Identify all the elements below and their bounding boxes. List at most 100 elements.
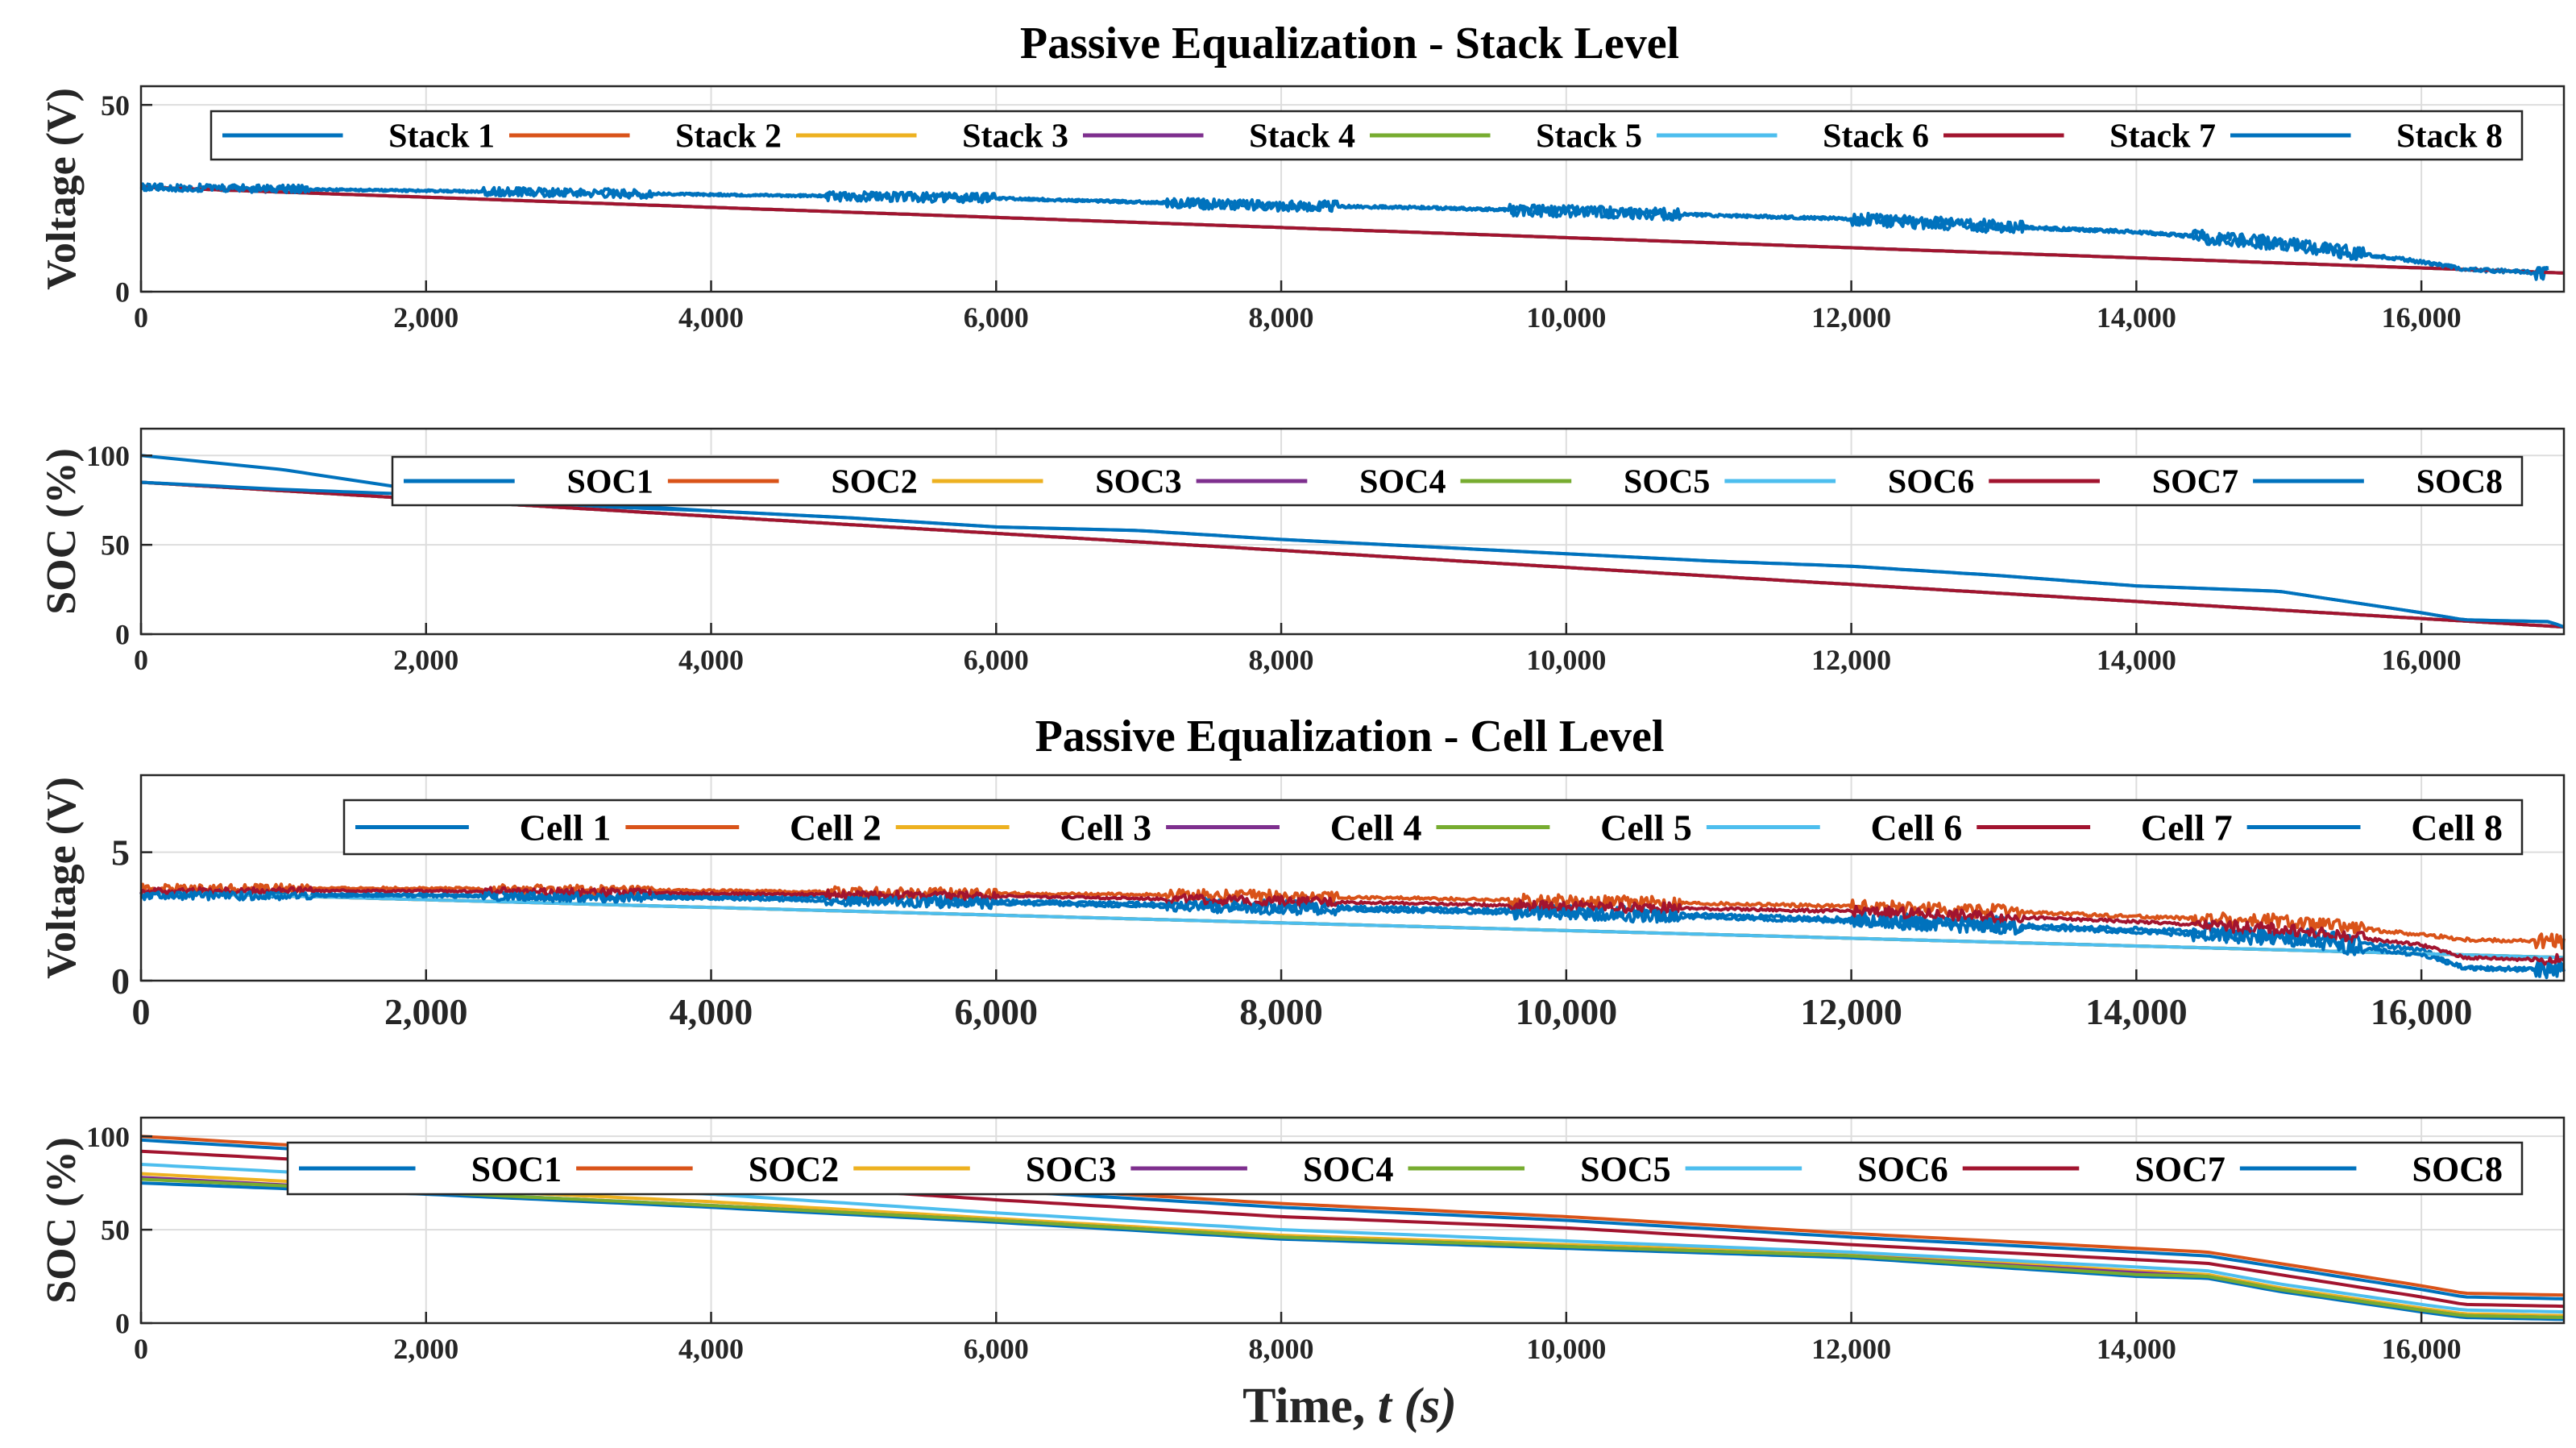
series-line-cell-6 bbox=[140, 890, 2565, 960]
y-tick-label: 5 bbox=[111, 832, 130, 873]
x-tick-label: 10,000 bbox=[1516, 991, 1618, 1032]
series-line-soc7 bbox=[140, 480, 2565, 629]
legend-label: Cell 4 bbox=[1330, 807, 1422, 848]
x-tick-label: 12,000 bbox=[1811, 1333, 1891, 1365]
x-tick-label: 10,000 bbox=[1526, 301, 1606, 334]
x-tick-label: 12,000 bbox=[1811, 301, 1891, 334]
x-tick-label: 10,000 bbox=[1526, 1333, 1606, 1365]
panel-3: 0 2,000 4,000 6,000 8,000 10,000 12,000 14,000 1… bbox=[39, 774, 2566, 1032]
legend-label: SOC4 bbox=[1303, 1149, 1393, 1189]
x-tick-label: 2,000 bbox=[393, 644, 458, 676]
legend-label: Cell 5 bbox=[1600, 807, 1692, 848]
legend-label: SOC8 bbox=[2412, 1149, 2503, 1189]
legend-label: SOC7 bbox=[2134, 1149, 2225, 1189]
y-tick-label: 0 bbox=[111, 960, 130, 1002]
legend-label: SOC8 bbox=[2416, 464, 2503, 501]
stack-level-title: Passive Equalization - Stack Level bbox=[1020, 19, 1679, 68]
series-line-cell-7 bbox=[139, 886, 2566, 966]
legend-label: Cell 1 bbox=[520, 807, 612, 848]
plot-area-frame bbox=[139, 85, 2566, 293]
legend-label: SOC6 bbox=[1888, 464, 1974, 501]
x-tick-label: 16,000 bbox=[2371, 991, 2473, 1032]
plot-area-frame bbox=[139, 427, 2566, 636]
legend-label: Stack 7 bbox=[2109, 118, 2216, 156]
x-tick-label: 2,000 bbox=[393, 301, 458, 334]
legend-label: SOC5 bbox=[1580, 1149, 1670, 1189]
x-tick-label: 2,000 bbox=[393, 1333, 458, 1365]
x-tick-label: 14,000 bbox=[2085, 991, 2188, 1032]
x-axis-label-italic: t (s) bbox=[1378, 1379, 1457, 1433]
series-line-stack-7 bbox=[140, 185, 2565, 275]
series-line-stack-1 bbox=[140, 182, 2549, 281]
x-tick-label: 0 bbox=[134, 1333, 148, 1365]
legend-label: Stack 6 bbox=[1823, 118, 1929, 156]
x-tick-label: 10,000 bbox=[1526, 644, 1606, 676]
legend-label: SOC7 bbox=[2152, 464, 2238, 501]
panel-2: 0 2,000 4,000 6,000 8,000 10,000 12,000 14,000 1… bbox=[39, 427, 2566, 676]
x-tick-label: 0 bbox=[134, 644, 148, 676]
x-tick-label: 6,000 bbox=[955, 991, 1039, 1032]
x-tick-label: 8,000 bbox=[1249, 644, 1314, 676]
y-tick-label: 50 bbox=[101, 529, 130, 562]
legend-label: SOC2 bbox=[831, 464, 917, 501]
panel-4: 0 2,000 4,000 6,000 8,000 10,000 12,000 14,000 1… bbox=[39, 1116, 2566, 1365]
x-tick-label: 8,000 bbox=[1239, 991, 1323, 1032]
legend-label: Stack 1 bbox=[388, 118, 495, 156]
plot-area-frame bbox=[139, 1116, 2566, 1325]
y-tick-label: 0 bbox=[115, 619, 130, 651]
legend-label: Stack 2 bbox=[675, 118, 782, 156]
y-tick-label: 100 bbox=[86, 1121, 130, 1153]
y-tick-label: 0 bbox=[115, 1308, 130, 1340]
x-tick-label: 12,000 bbox=[1800, 991, 1902, 1032]
legend-label: Cell 2 bbox=[790, 807, 881, 848]
y-tick-label: 100 bbox=[86, 440, 130, 472]
series-line-cell-8 bbox=[139, 890, 2566, 980]
series-line-stack-8 bbox=[139, 182, 2549, 281]
legend-label: Stack 4 bbox=[1249, 118, 1355, 156]
x-tick-label: 8,000 bbox=[1249, 1333, 1314, 1365]
x-tick-label: 14,000 bbox=[2097, 301, 2176, 334]
x-tick-label: 16,000 bbox=[2382, 644, 2462, 676]
y-axis-label: SOC (%) bbox=[39, 448, 85, 615]
x-tick-label: 4,000 bbox=[670, 991, 753, 1032]
y-tick-label: 50 bbox=[101, 1214, 130, 1247]
y-axis-label: Voltage (V) bbox=[39, 777, 85, 979]
legend-label: SOC6 bbox=[1857, 1149, 1948, 1189]
x-tick-label: 0 bbox=[134, 301, 148, 334]
legend-label: SOC5 bbox=[1624, 464, 1710, 501]
x-tick-label: 8,000 bbox=[1249, 301, 1314, 334]
legend-label: Cell 3 bbox=[1060, 807, 1151, 848]
x-tick-label: 14,000 bbox=[2097, 644, 2176, 676]
x-tick-label: 14,000 bbox=[2097, 1333, 2176, 1365]
legend-label: SOC2 bbox=[749, 1149, 839, 1189]
x-tick-label: 6,000 bbox=[964, 301, 1029, 334]
x-tick-label: 16,000 bbox=[2382, 301, 2462, 334]
plot-area-frame bbox=[139, 774, 2566, 982]
x-tick-label: 6,000 bbox=[964, 644, 1029, 676]
y-tick-label: 0 bbox=[115, 276, 130, 309]
x-tick-label: 16,000 bbox=[2382, 1333, 2462, 1365]
x-tick-label: 4,000 bbox=[678, 644, 744, 676]
legend-label: SOC3 bbox=[1095, 464, 1181, 501]
y-axis-label: Voltage (V) bbox=[39, 88, 85, 290]
x-tick-label: 4,000 bbox=[678, 1333, 744, 1365]
panel-1: 0 2,000 4,000 6,000 8,000 10,000 12,000 14,000 1… bbox=[39, 85, 2566, 334]
y-axis-label: SOC (%) bbox=[39, 1137, 85, 1304]
x-axis-label-main: Time, bbox=[1242, 1379, 1378, 1433]
x-tick-label: 12,000 bbox=[1811, 644, 1891, 676]
x-tick-label: 4,000 bbox=[678, 301, 744, 334]
legend-label: SOC1 bbox=[471, 1149, 562, 1189]
x-axis-label: Time, t (s) bbox=[1242, 1379, 1457, 1433]
legend-label: SOC3 bbox=[1026, 1149, 1116, 1189]
legend-label: Stack 8 bbox=[2396, 118, 2503, 156]
x-tick-label: 6,000 bbox=[964, 1333, 1029, 1365]
legend-label: Stack 3 bbox=[962, 118, 1068, 156]
y-tick-label: 50 bbox=[101, 89, 130, 122]
x-tick-label: 2,000 bbox=[384, 991, 468, 1032]
legend-label: Cell 7 bbox=[2141, 807, 2233, 848]
legend-label: Stack 5 bbox=[1536, 118, 1642, 156]
legend-label: Cell 6 bbox=[1871, 807, 1963, 848]
cell-level-title: Passive Equalization - Cell Level bbox=[1035, 712, 1665, 761]
legend-label: SOC1 bbox=[567, 464, 653, 501]
